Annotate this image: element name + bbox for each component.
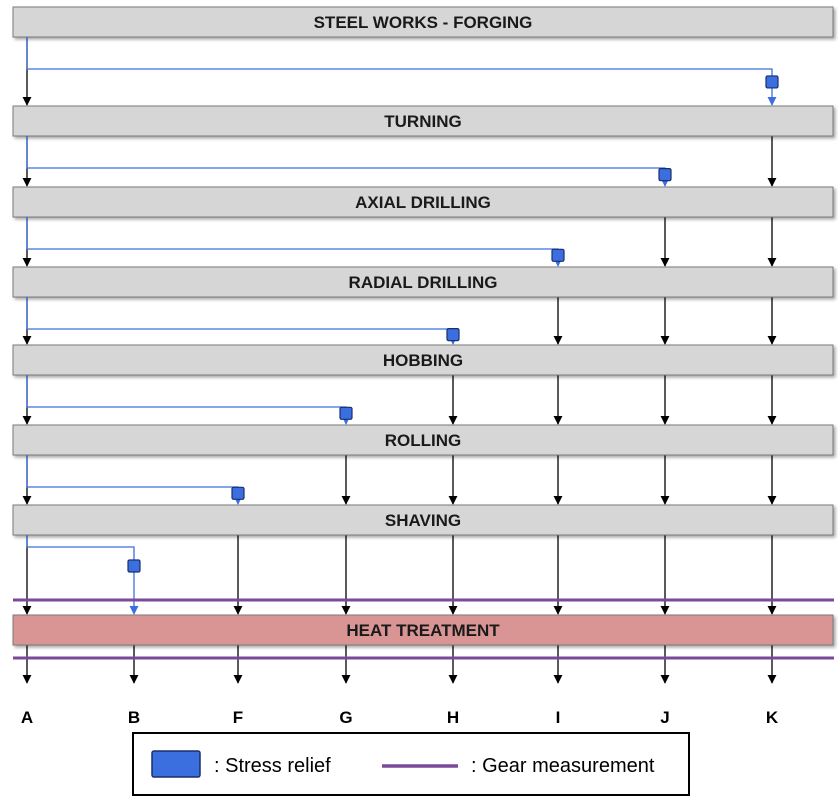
stress-relief-marker [339,406,353,420]
stage-box [12,6,834,38]
legend-box [132,732,690,796]
stage-radial-drilling: RADIAL DRILLING [12,266,834,298]
stress-relief-marker [765,75,779,89]
stress-relief-marker [551,248,565,262]
process-stages: STEEL WORKS - FORGING TURNING AXIAL DRILLI… [12,6,834,646]
stress-relief-legend-label: : Stress relief [214,755,331,777]
stage-box [12,504,834,536]
stage-box [12,105,834,137]
stage-label: SHAVING [385,511,461,530]
stage-axial-drilling: AXIAL DRILLING [12,186,834,218]
gear-measurement-legend-label: : Gear measurement [471,755,655,777]
stage-shaving: SHAVING [12,504,834,536]
branch-line [26,297,458,345]
stage-box [12,266,834,298]
stress-relief-marker [127,559,141,573]
stress-relief-branch-F [26,455,245,505]
stage-rolling: ROLLING [12,424,834,456]
column-label-A: A [21,708,33,727]
stress-relief-branch-H [26,297,460,345]
stage-heat-treatment: HEAT TREATMENT [12,614,834,646]
column-label-K: K [766,708,779,727]
stage-hobbing: HOBBING [12,344,834,376]
stage-box [12,344,834,376]
stage-steel-works-forging: STEEL WORKS - FORGING [12,6,834,38]
stage-box [12,186,834,218]
stage-label: ROLLING [385,431,462,450]
stress-relief-marker [658,168,672,182]
column-label-G: G [339,708,352,727]
stage-label: STEEL WORKS - FORGING [314,13,533,32]
stress-relief-legend-icon [151,750,201,778]
stage-label: AXIAL DRILLING [355,193,491,212]
branch-line [26,375,351,425]
stage-label: RADIAL DRILLING [349,273,498,292]
stress-relief-marker [231,486,245,500]
stage-box [12,614,834,646]
stress-relief-branch-I [26,217,565,267]
branch-line [26,136,670,187]
branch-line [26,535,139,615]
stress-relief-branch-B [26,535,141,615]
column-label-J: J [660,708,669,727]
stress-relief-branch-K [26,37,779,106]
stage-label: TURNING [384,112,461,131]
stress-relief-branch-J [26,136,672,187]
stress-relief-marker [446,328,460,342]
column-label-F: F [233,708,243,727]
stage-label: HEAT TREATMENT [346,621,500,640]
branch-line [26,37,777,106]
gear-measurement-lines [13,598,834,660]
column-label-B: B [128,708,140,727]
stage-turning: TURNING [12,105,834,137]
stage-label: HOBBING [383,351,463,370]
stress-relief-branches [26,37,779,615]
stage-box [12,424,834,456]
column-label-H: H [447,708,459,727]
branch-line [26,455,243,505]
legend: : Stress relief : Gear measurement [132,732,690,796]
stress-relief-branch-G [26,375,353,425]
column-label-I: I [556,708,561,727]
branch-line [26,217,563,267]
